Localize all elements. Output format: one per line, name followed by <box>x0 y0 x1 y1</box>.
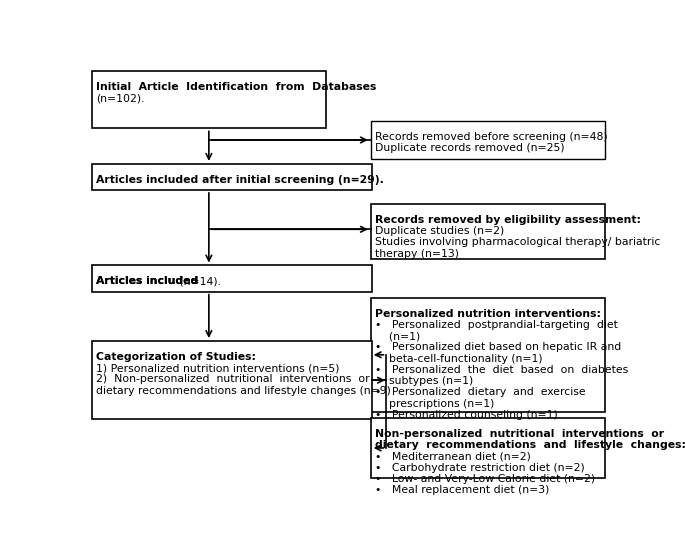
Text: dietary  recommendations  and  lifestyle  changes:: dietary recommendations and lifestyle ch… <box>375 440 685 450</box>
Text: (n=102).: (n=102). <box>97 94 145 103</box>
Text: •   Low- and Very-Low Calorie diet (n=2): • Low- and Very-Low Calorie diet (n=2) <box>375 474 595 484</box>
Bar <box>92 164 373 190</box>
Text: •   Carbohydrate restriction diet (n=2): • Carbohydrate restriction diet (n=2) <box>375 462 585 473</box>
Text: (n=1): (n=1) <box>375 331 421 341</box>
Bar <box>92 265 373 292</box>
Text: •   Personalized counseling (n=1): • Personalized counseling (n=1) <box>375 410 558 420</box>
Text: 1) Personalized nutrition interventions (n=5): 1) Personalized nutrition interventions … <box>97 363 340 373</box>
Text: •   Mediterranean diet (n=2): • Mediterranean diet (n=2) <box>375 452 532 461</box>
Text: Duplicate records removed (n=25): Duplicate records removed (n=25) <box>375 143 565 153</box>
Text: Articles included: Articles included <box>97 276 199 287</box>
Text: •   Personalized  postprandial-targeting  diet: • Personalized postprandial-targeting di… <box>375 320 619 330</box>
Bar <box>92 71 326 128</box>
Text: (n=14).: (n=14). <box>176 276 221 287</box>
Text: Non-personalized  nutritional  interventions  or: Non-personalized nutritional interventio… <box>375 429 664 439</box>
Text: Duplicate studies (n=2): Duplicate studies (n=2) <box>375 226 505 236</box>
Text: Categorization of Studies:: Categorization of Studies: <box>97 352 256 362</box>
Text: Records removed before screening (n=48): Records removed before screening (n=48) <box>375 132 608 141</box>
Text: •   Personalized  the  diet  based  on  diabetes: • Personalized the diet based on diabete… <box>375 365 629 375</box>
Text: 2)  Non-personalized  nutritional  interventions  or: 2) Non-personalized nutritional interven… <box>97 374 370 385</box>
Text: Records removed by eligibility assessment:: Records removed by eligibility assessmen… <box>375 215 641 225</box>
Text: Studies involving pharmacological therapy/ bariatric: Studies involving pharmacological therap… <box>375 237 661 248</box>
Text: •   Meal replacement diet (n=3): • Meal replacement diet (n=3) <box>375 485 550 495</box>
Bar <box>371 298 605 412</box>
Bar <box>371 418 605 478</box>
Text: therapy (n=13): therapy (n=13) <box>375 249 460 258</box>
Bar <box>371 121 605 159</box>
Text: Personalized nutrition interventions:: Personalized nutrition interventions: <box>375 309 601 319</box>
Text: •   Personalized diet based on hepatic IR and: • Personalized diet based on hepatic IR … <box>375 342 622 353</box>
Text: •   Personalized  dietary  and  exercise: • Personalized dietary and exercise <box>375 387 586 397</box>
Text: prescriptions (n=1): prescriptions (n=1) <box>375 399 495 409</box>
Text: Articles included after initial screening (n=29).: Articles included after initial screenin… <box>97 175 384 185</box>
Bar <box>371 204 605 259</box>
Text: dietary recommendations and lifestyle changes (n=9): dietary recommendations and lifestyle ch… <box>97 386 391 395</box>
Text: Initial  Article  Identification  from  Databases: Initial Article Identification from Data… <box>97 82 377 92</box>
Bar <box>92 341 373 419</box>
Text: subtypes (n=1): subtypes (n=1) <box>375 376 474 386</box>
Text: beta-cell-functionality (n=1): beta-cell-functionality (n=1) <box>375 354 543 364</box>
Text: Articles included: Articles included <box>97 276 199 287</box>
